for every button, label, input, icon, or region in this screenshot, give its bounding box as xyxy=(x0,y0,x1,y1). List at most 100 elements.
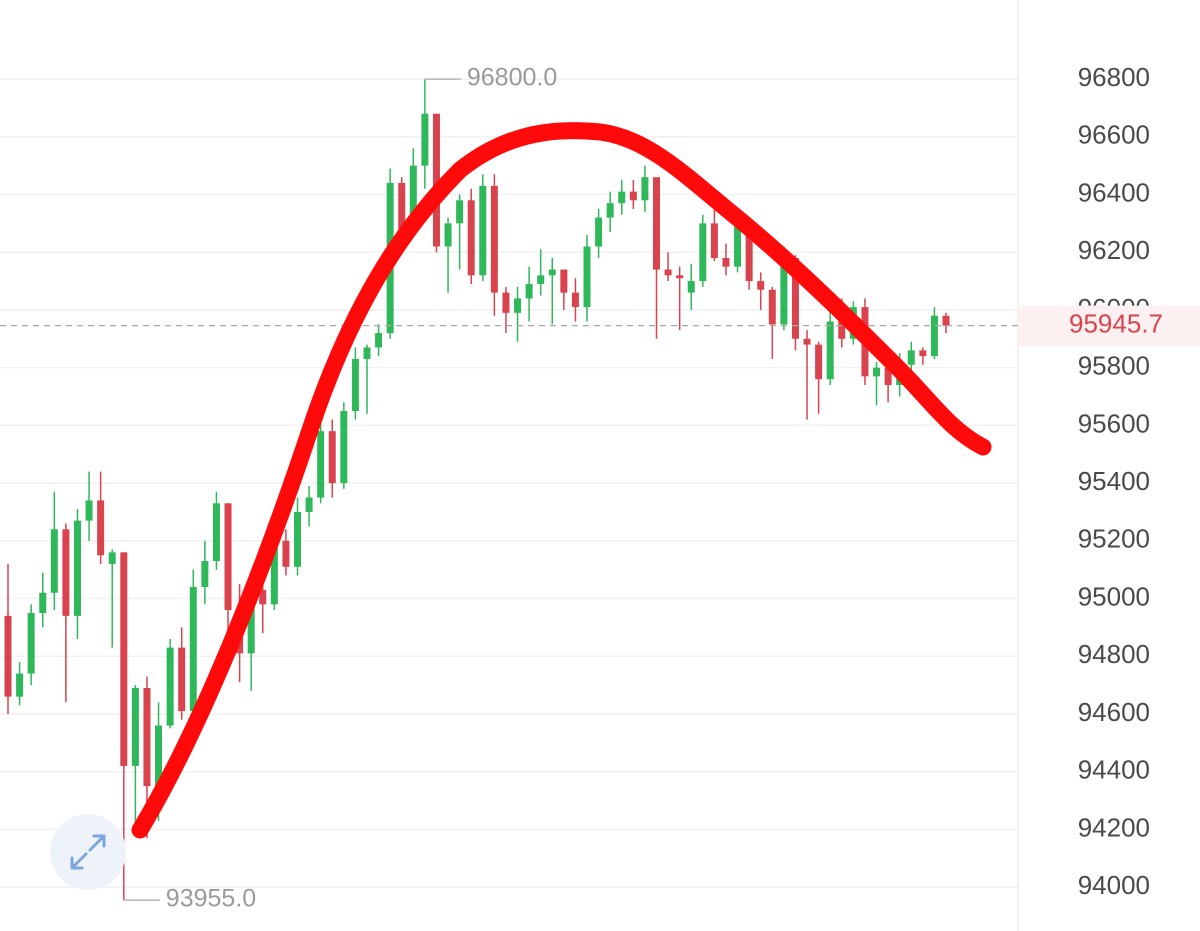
candle-body xyxy=(745,226,753,282)
candle-body xyxy=(595,217,603,247)
candle-body xyxy=(120,552,128,766)
candle-body xyxy=(421,113,429,166)
candle-body xyxy=(722,258,730,267)
y-tick-label: 95400 xyxy=(1078,466,1150,496)
y-tick-label: 95800 xyxy=(1078,351,1150,381)
last-price-bg xyxy=(1018,305,1200,346)
y-tick-label: 94800 xyxy=(1078,639,1150,669)
candle-body xyxy=(166,647,174,726)
candle-body xyxy=(189,586,197,712)
candle-body xyxy=(340,410,348,484)
candle-body xyxy=(907,350,915,365)
candles xyxy=(4,79,950,901)
y-tick-label: 96200 xyxy=(1078,235,1150,265)
candle-body xyxy=(641,177,649,201)
candle-body xyxy=(664,269,672,276)
candle-body xyxy=(270,540,278,605)
candle-body xyxy=(351,359,359,411)
candle-body xyxy=(560,269,568,293)
candle-body xyxy=(629,191,637,201)
candle-body xyxy=(62,529,70,616)
candle-body xyxy=(247,589,255,654)
expand-icon[interactable] xyxy=(70,834,106,870)
candle-body xyxy=(50,529,58,593)
candle-body xyxy=(363,347,371,360)
candle-body xyxy=(479,185,487,276)
candle-body xyxy=(131,688,139,766)
min-label: 93955.0 xyxy=(166,885,256,913)
candle-body xyxy=(571,292,579,308)
candle-body xyxy=(73,520,81,616)
last-price-label: 95945.7 xyxy=(1069,308,1163,338)
candle-body xyxy=(583,246,591,308)
candle-body xyxy=(676,275,684,279)
overlay: 96800.0 93955.0 95945.7 xyxy=(0,64,1200,913)
candle-body xyxy=(178,647,186,712)
candle-body xyxy=(815,344,823,380)
candle-body xyxy=(873,367,881,377)
candle-body xyxy=(687,281,695,293)
candle-body xyxy=(16,673,24,697)
candle-body xyxy=(409,165,417,230)
candle-body xyxy=(467,200,475,276)
candle-body xyxy=(548,269,556,276)
candle-body xyxy=(930,315,938,357)
y-tick-label: 95000 xyxy=(1078,581,1150,611)
candle-body xyxy=(699,223,707,282)
y-tick-label: 96400 xyxy=(1078,177,1150,207)
candle-body xyxy=(652,177,660,270)
candle-body xyxy=(375,333,383,348)
candle-body xyxy=(780,258,788,325)
candle-body xyxy=(4,615,12,697)
y-tick-label: 96800 xyxy=(1078,62,1150,92)
expand-button[interactable] xyxy=(50,814,126,890)
candle-body xyxy=(328,431,336,484)
candle-body xyxy=(768,289,776,325)
y-tick-label: 95600 xyxy=(1078,408,1150,438)
candle-body xyxy=(39,592,47,613)
candle-body xyxy=(618,191,626,204)
candle-body xyxy=(884,367,892,385)
y-tick-label: 94000 xyxy=(1078,870,1150,900)
candle-body xyxy=(317,431,325,498)
candle-body xyxy=(710,223,718,259)
candle-body xyxy=(606,203,614,218)
candle-body xyxy=(490,185,498,293)
candle-body xyxy=(294,511,302,567)
candle-body xyxy=(919,350,927,357)
candle-body xyxy=(432,113,440,247)
y-tick-label: 94600 xyxy=(1078,697,1150,727)
hand-drawn-curve xyxy=(131,122,992,839)
candle-body xyxy=(212,503,220,562)
candle-body xyxy=(734,226,742,267)
y-tick-label: 94200 xyxy=(1078,812,1150,842)
candle-body xyxy=(85,500,93,521)
candle-body xyxy=(282,540,290,567)
expand-button-bg[interactable] xyxy=(50,814,126,890)
candle-body xyxy=(224,503,232,611)
candle-body xyxy=(456,200,464,224)
candle-body xyxy=(27,612,35,674)
candle-body xyxy=(305,497,313,512)
y-tick-label: 95200 xyxy=(1078,524,1150,554)
candle-body xyxy=(143,688,151,787)
candle-body xyxy=(201,561,209,587)
candle-body xyxy=(757,281,765,290)
candle-body xyxy=(942,315,950,326)
y-tick-label: 94400 xyxy=(1078,755,1150,785)
candle-body xyxy=(502,292,510,313)
candle-body xyxy=(155,725,163,787)
candle-body xyxy=(803,338,811,345)
max-label: 96800.0 xyxy=(467,64,557,92)
candle-body xyxy=(537,275,545,284)
y-tick-label: 96600 xyxy=(1078,120,1150,150)
grid: 94000 94200 94400 94600 94800 95000 95200 95400… xyxy=(0,62,1150,900)
candle-body xyxy=(97,500,105,556)
candle-body xyxy=(525,283,533,299)
candle-body xyxy=(838,321,846,339)
candle-body xyxy=(791,258,799,339)
candle-body xyxy=(514,298,522,313)
candle-body xyxy=(826,321,834,380)
